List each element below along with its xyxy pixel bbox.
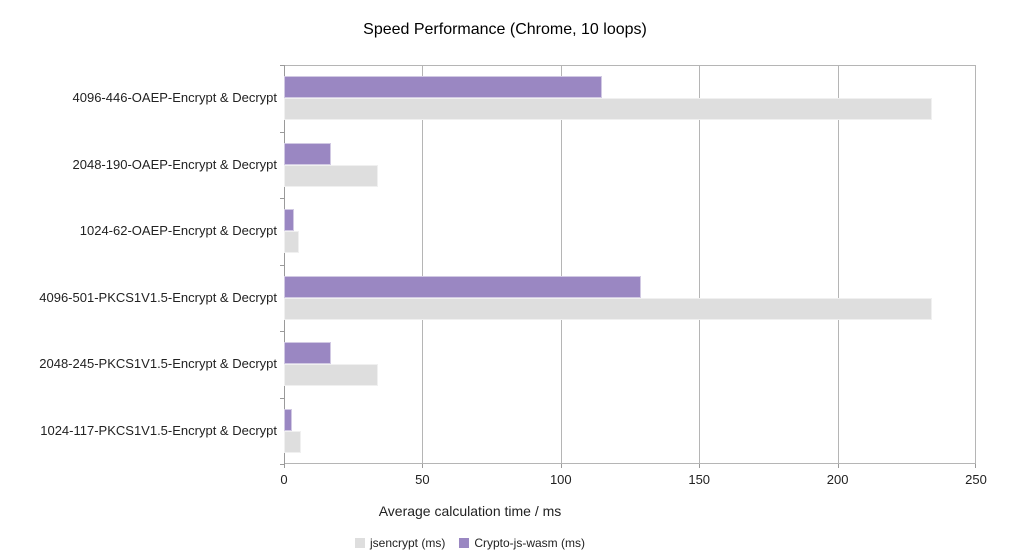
y-axis-tick-mark xyxy=(280,198,284,199)
bar-jsencrypt-ms- xyxy=(284,297,932,320)
bar-crypto-js-wasm-ms- xyxy=(284,209,294,232)
category-label: 1024-62-OAEP-Encrypt & Decrypt xyxy=(79,223,277,239)
y-axis-tick-mark xyxy=(280,397,284,399)
plot-top-border xyxy=(284,65,976,66)
bar-jsencrypt-ms- xyxy=(284,98,932,121)
x-axis-tick-mark xyxy=(699,464,701,468)
bar-crypto-js-wasm-ms- xyxy=(284,76,603,99)
legend-swatch xyxy=(354,538,365,548)
x-axis-tick-mark xyxy=(284,464,285,468)
legend-label: Crypto-js-wasm (ms) xyxy=(474,536,586,550)
bar-jsencrypt-ms- xyxy=(284,430,301,453)
gridline xyxy=(699,65,701,464)
bar-crypto-js-wasm-ms- xyxy=(284,275,642,298)
category-label: 4096-446-OAEP-Encrypt & Decrypt xyxy=(72,90,277,106)
bar-crypto-js-wasm-ms- xyxy=(284,142,332,165)
y-axis-tick-mark xyxy=(280,464,284,465)
x-tick-label: 250 xyxy=(965,472,987,487)
y-axis-tick-mark xyxy=(280,131,284,133)
x-axis-title: Average calculation time / ms xyxy=(378,503,562,519)
chart-title: Speed Performance (Chrome, 10 loops) xyxy=(363,21,647,38)
x-axis-tick-mark xyxy=(837,464,839,468)
plot-area xyxy=(284,65,976,464)
x-axis-line xyxy=(284,463,976,464)
x-axis-tick-mark xyxy=(422,464,424,468)
x-axis-tick-mark xyxy=(560,464,562,468)
bar-crypto-js-wasm-ms- xyxy=(284,408,293,431)
category-label: 2048-190-OAEP-Encrypt & Decrypt xyxy=(72,156,277,172)
legend-item: jsencrypt (ms) xyxy=(354,536,446,550)
x-tick-label: 100 xyxy=(549,472,572,487)
gridline xyxy=(975,65,976,464)
category-label: 1024-117-PKCS1V1.5-Encrypt & Decrypt xyxy=(40,422,277,438)
y-axis-tick-mark xyxy=(280,65,284,66)
legend-label: jsencrypt (ms) xyxy=(369,536,446,550)
y-axis-line xyxy=(284,65,285,464)
legend-item: Crypto-js-wasm (ms) xyxy=(459,536,585,550)
category-label: 4096-501-PKCS1V1.5-Encrypt & Decrypt xyxy=(39,289,277,305)
y-axis-tick-mark xyxy=(280,331,284,332)
x-tick-label: 200 xyxy=(826,472,849,487)
bar-jsencrypt-ms- xyxy=(284,231,300,254)
gridline xyxy=(837,65,839,464)
bar-jsencrypt-ms- xyxy=(284,164,379,187)
x-tick-label: 0 xyxy=(280,472,288,487)
x-tick-label: 50 xyxy=(415,472,430,487)
category-label: 2048-245-PKCS1V1.5-Encrypt & Decrypt xyxy=(39,356,277,372)
gridline xyxy=(560,65,562,464)
legend: jsencrypt (ms) Crypto-js-wasm (ms) xyxy=(354,536,585,550)
x-tick-label: 150 xyxy=(688,472,711,487)
x-axis-tick-mark xyxy=(975,464,976,468)
gridline xyxy=(422,65,424,464)
y-axis-tick-mark xyxy=(280,264,284,266)
bar-jsencrypt-ms- xyxy=(284,364,379,387)
bar-crypto-js-wasm-ms- xyxy=(284,342,332,365)
legend-swatch xyxy=(459,538,470,548)
